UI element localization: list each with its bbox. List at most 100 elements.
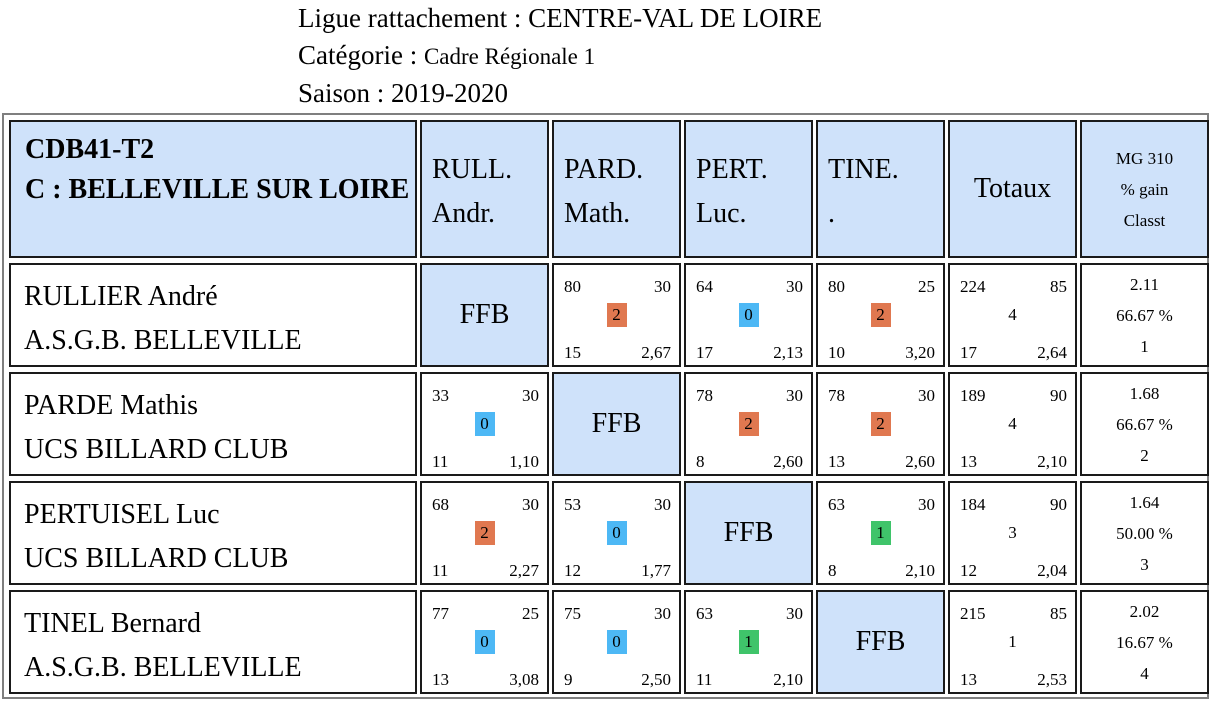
match-score-cell: 75 30 0 9 2,50 bbox=[552, 590, 681, 694]
player-club: UCS BILLARD CLUB bbox=[24, 543, 289, 574]
rank-value: 3 bbox=[1140, 554, 1149, 574]
gain-percent: 66.67 % bbox=[1116, 414, 1173, 434]
mg-cell: 2.02 16.67 % 4 bbox=[1080, 590, 1209, 694]
result-badge: 1 bbox=[738, 630, 759, 654]
rank-value: 1 bbox=[1140, 336, 1149, 356]
ffb-cell: FFB bbox=[552, 372, 681, 476]
series-value: 8 bbox=[696, 452, 705, 471]
gain-percent: 16.67 % bbox=[1116, 632, 1173, 652]
column-header-4: TINE. . bbox=[816, 120, 945, 258]
moyenne-value: 2,60 bbox=[773, 452, 803, 471]
moyenne-value: 1,10 bbox=[509, 452, 539, 471]
result-badge: 0 bbox=[606, 630, 627, 654]
column-header-line2: . bbox=[828, 198, 835, 229]
series-value: 15 bbox=[564, 343, 581, 362]
total-points: 215 bbox=[960, 604, 986, 623]
points-value: 68 bbox=[432, 495, 449, 514]
gain-percent: 50.00 % bbox=[1116, 523, 1173, 543]
rank-value: 2 bbox=[1140, 445, 1149, 465]
total-moyenne: 2,10 bbox=[1037, 452, 1067, 471]
column-header-line1: RULL. bbox=[432, 154, 513, 185]
points-value: 75 bbox=[564, 604, 581, 623]
moyenne-value: 2,13 bbox=[773, 343, 803, 362]
match-score-cell: 78 30 2 8 2,60 bbox=[684, 372, 813, 476]
player-name: PARDE Mathis bbox=[24, 390, 199, 421]
result-badge: 2 bbox=[870, 303, 891, 327]
total-series: 17 bbox=[960, 343, 977, 362]
column-header-3: PERT. Luc. bbox=[684, 120, 813, 258]
series-value: 8 bbox=[828, 561, 837, 580]
player-club: UCS BILLARD CLUB bbox=[24, 434, 289, 465]
total-reprises: 85 bbox=[1050, 604, 1067, 623]
totals-header: Totaux bbox=[948, 120, 1077, 258]
series-value: 13 bbox=[432, 670, 449, 689]
total-result: 3 bbox=[1008, 523, 1017, 542]
player-cell: PARDE Mathis UCS BILLARD CLUB bbox=[9, 372, 417, 476]
mg-value: 2.02 bbox=[1129, 601, 1160, 621]
total-moyenne: 2,64 bbox=[1037, 343, 1067, 362]
series-value: 11 bbox=[696, 670, 713, 689]
total-reprises: 90 bbox=[1050, 495, 1067, 514]
mg-value: 2.11 bbox=[1129, 274, 1160, 294]
series-value: 11 bbox=[432, 452, 449, 471]
player-name: TINEL Bernard bbox=[24, 608, 201, 639]
match-score-cell: 68 30 2 11 2,27 bbox=[420, 481, 549, 585]
page-header: Ligue rattachement : CENTRE-VAL DE LOIRE… bbox=[298, 0, 822, 112]
mg-cell: 1.64 50.00 % 3 bbox=[1080, 481, 1209, 585]
points-value: 53 bbox=[564, 495, 581, 514]
result-badge: 2 bbox=[738, 412, 759, 436]
moyenne-value: 2,27 bbox=[509, 561, 539, 580]
mg-header-line2: % gain bbox=[1120, 179, 1169, 199]
match-score-cell: 53 30 0 12 1,77 bbox=[552, 481, 681, 585]
player-club: A.S.G.B. BELLEVILLE bbox=[24, 652, 302, 683]
total-result: 1 bbox=[1008, 632, 1017, 651]
result-badge: 2 bbox=[606, 303, 627, 327]
player-name: RULLIER André bbox=[24, 281, 218, 312]
column-header-line1: PERT. bbox=[696, 154, 768, 185]
gain-percent: 66.67 % bbox=[1116, 305, 1173, 325]
match-score-cell: 63 30 1 11 2,10 bbox=[684, 590, 813, 694]
reprises-value: 30 bbox=[918, 386, 935, 405]
match-score-cell: 77 25 0 13 3,08 bbox=[420, 590, 549, 694]
mg-cell: 1.68 66.67 % 2 bbox=[1080, 372, 1209, 476]
points-value: 80 bbox=[564, 277, 581, 296]
result-badge: 2 bbox=[870, 412, 891, 436]
ligue-line: Ligue rattachement : CENTRE-VAL DE LOIRE bbox=[298, 0, 822, 37]
reprises-value: 30 bbox=[654, 604, 671, 623]
mg-header: MG 310 % gain Classt bbox=[1080, 120, 1209, 258]
points-value: 78 bbox=[828, 386, 845, 405]
column-header-line1: TINE. bbox=[828, 154, 899, 185]
column-header-line2: Andr. bbox=[432, 198, 495, 229]
points-value: 63 bbox=[828, 495, 845, 514]
match-score-cell: 64 30 0 17 2,13 bbox=[684, 263, 813, 367]
moyenne-value: 2,67 bbox=[641, 343, 671, 362]
mg-header-line3: Classt bbox=[1123, 210, 1166, 230]
total-moyenne: 2,04 bbox=[1037, 561, 1067, 580]
reprises-value: 30 bbox=[654, 277, 671, 296]
points-value: 63 bbox=[696, 604, 713, 623]
match-score-cell: 63 30 1 8 2,10 bbox=[816, 481, 945, 585]
mg-header-line1: MG 310 bbox=[1115, 148, 1174, 168]
categorie-value: Cadre Régionale 1 bbox=[423, 44, 596, 69]
result-badge: 2 bbox=[474, 521, 495, 545]
column-header-line2: Luc. bbox=[696, 198, 747, 229]
ligue-value: CENTRE-VAL DE LOIRE bbox=[528, 3, 823, 33]
reprises-value: 30 bbox=[522, 386, 539, 405]
reprises-value: 30 bbox=[522, 495, 539, 514]
moyenne-value: 3,08 bbox=[509, 670, 539, 689]
moyenne-value: 2,10 bbox=[773, 670, 803, 689]
reprises-value: 30 bbox=[786, 386, 803, 405]
saison-value: 2019-2020 bbox=[391, 78, 509, 108]
reprises-value: 30 bbox=[786, 277, 803, 296]
points-value: 33 bbox=[432, 386, 449, 405]
ffb-cell: FFB bbox=[816, 590, 945, 694]
moyenne-value: 2,60 bbox=[905, 452, 935, 471]
moyenne-value: 2,10 bbox=[905, 561, 935, 580]
moyenne-value: 2,50 bbox=[641, 670, 671, 689]
result-badge: 0 bbox=[474, 412, 495, 436]
results-table: CDB41-T2 C : BELLEVILLE SUR LOIRE RULL. … bbox=[2, 113, 1209, 699]
series-value: 9 bbox=[564, 670, 573, 689]
column-header-1: RULL. Andr. bbox=[420, 120, 549, 258]
totals-cell: 224 85 4 17 2,64 bbox=[948, 263, 1077, 367]
ffb-cell: FFB bbox=[420, 263, 549, 367]
